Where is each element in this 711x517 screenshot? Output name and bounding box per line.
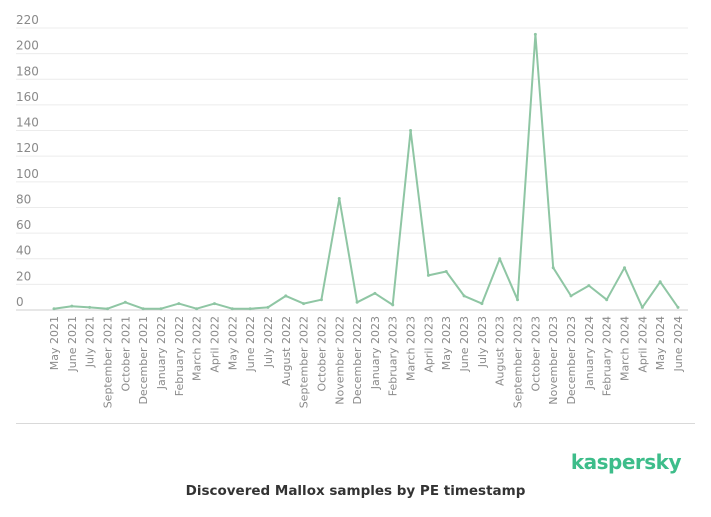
data-point: [605, 298, 609, 302]
y-tick-label: 20: [16, 269, 31, 283]
data-point: [516, 298, 520, 302]
data-point: [462, 294, 466, 298]
x-tick-label: April 2024: [636, 316, 649, 373]
x-tick-label: December 2023: [565, 316, 578, 405]
data-point: [426, 273, 430, 277]
line-chart: 0 20 40 60 80 100 120 140 160 180 200 220 May 2021 J…: [16, 13, 688, 408]
data-point: [248, 307, 252, 311]
x-tick-label: June 2021: [66, 316, 79, 372]
x-tick-label: January 2024: [583, 316, 596, 390]
x-tick-label: January 2022: [155, 316, 168, 390]
data-point: [373, 291, 377, 295]
data-point: [88, 305, 92, 309]
x-tick-label: July 2023: [476, 316, 489, 368]
y-tick-label: 120: [16, 141, 39, 155]
x-tick-label: May 2024: [654, 316, 667, 370]
data-point: [551, 266, 555, 270]
data-point: [284, 294, 288, 298]
data-point: [480, 302, 484, 306]
x-tick-label: June 2024: [672, 316, 685, 372]
data-point: [123, 300, 127, 304]
x-tick-label: July 2022: [262, 316, 275, 368]
y-tick-label: 180: [16, 64, 39, 78]
x-tick-label: March 2022: [191, 316, 204, 381]
data-point: [498, 257, 502, 261]
data-point: [444, 270, 448, 274]
kaspersky-logo: kaspersky: [570, 450, 682, 474]
x-tick-label: June 2023: [458, 316, 471, 372]
x-tick-label: August 2022: [280, 316, 293, 386]
data-point: [587, 284, 591, 288]
y-tick-label: 140: [16, 116, 39, 130]
x-tick-label: October 2023: [529, 316, 542, 392]
y-tick-label: 60: [16, 218, 31, 232]
series-line-layer: [52, 32, 680, 311]
x-tick-label: March 2023: [405, 316, 418, 381]
data-point: [355, 300, 359, 304]
data-point: [302, 302, 306, 306]
y-axis-ticks: 0 20 40 60 80 100 120 140 160 180 200 220: [16, 13, 39, 309]
x-tick-label: September 2021: [101, 316, 114, 408]
data-point: [391, 303, 395, 307]
y-tick-label: 160: [16, 90, 39, 104]
data-point: [105, 307, 109, 311]
x-tick-label: May 2023: [440, 316, 453, 370]
data-point: [141, 307, 145, 311]
x-tick-label: April 2023: [422, 316, 435, 373]
x-tick-label: September 2022: [298, 316, 311, 408]
data-point: [409, 129, 413, 133]
y-tick-label: 0: [16, 295, 24, 309]
x-tick-label: March 2024: [619, 316, 632, 381]
x-tick-label: October 2021: [119, 316, 132, 392]
series-line: [53, 33, 679, 310]
data-point: [676, 305, 680, 309]
data-point: [195, 307, 199, 311]
x-tick-label: February 2022: [173, 316, 186, 396]
data-point: [266, 305, 270, 309]
x-tick-label: November 2022: [333, 316, 346, 405]
data-point: [159, 307, 163, 311]
divider: [16, 423, 695, 424]
x-tick-label: April 2022: [208, 316, 221, 373]
data-point: [623, 266, 627, 270]
y-tick-label: 40: [16, 244, 31, 258]
data-point: [533, 32, 537, 36]
y-tick-label: 200: [16, 39, 39, 53]
data-point: [230, 307, 234, 311]
data-point: [337, 196, 341, 200]
x-tick-label: May 2022: [226, 316, 239, 370]
chart-caption: Discovered Mallox samples by PE timestam…: [185, 483, 526, 499]
x-tick-label: August 2023: [494, 316, 507, 386]
x-tick-label: October 2022: [315, 316, 328, 392]
x-tick-label: January 2023: [369, 316, 382, 390]
x-tick-label: November 2023: [547, 316, 560, 405]
x-tick-label: May 2021: [48, 316, 61, 370]
y-tick-label: 80: [16, 192, 31, 206]
data-point: [319, 298, 323, 302]
x-axis-ticks: May 2021 June 2021 July 2021 September 2021…: [48, 316, 685, 408]
gridlines: [16, 27, 688, 311]
x-tick-label: June 2022: [244, 316, 257, 372]
x-tick-label: February 2023: [387, 316, 400, 396]
data-point: [640, 305, 644, 309]
data-point: [569, 294, 573, 298]
data-point: [70, 304, 74, 308]
x-tick-label: February 2024: [601, 316, 614, 396]
data-point: [177, 302, 181, 306]
x-tick-label: September 2023: [512, 316, 525, 408]
y-tick-label: 220: [16, 13, 39, 27]
x-tick-label: July 2021: [84, 316, 97, 368]
x-tick-label: December 2022: [351, 316, 364, 405]
data-point: [212, 302, 216, 306]
y-tick-label: 100: [16, 167, 39, 181]
x-tick-label: December 2021: [137, 316, 150, 405]
data-point: [658, 280, 662, 284]
data-point: [52, 307, 56, 311]
